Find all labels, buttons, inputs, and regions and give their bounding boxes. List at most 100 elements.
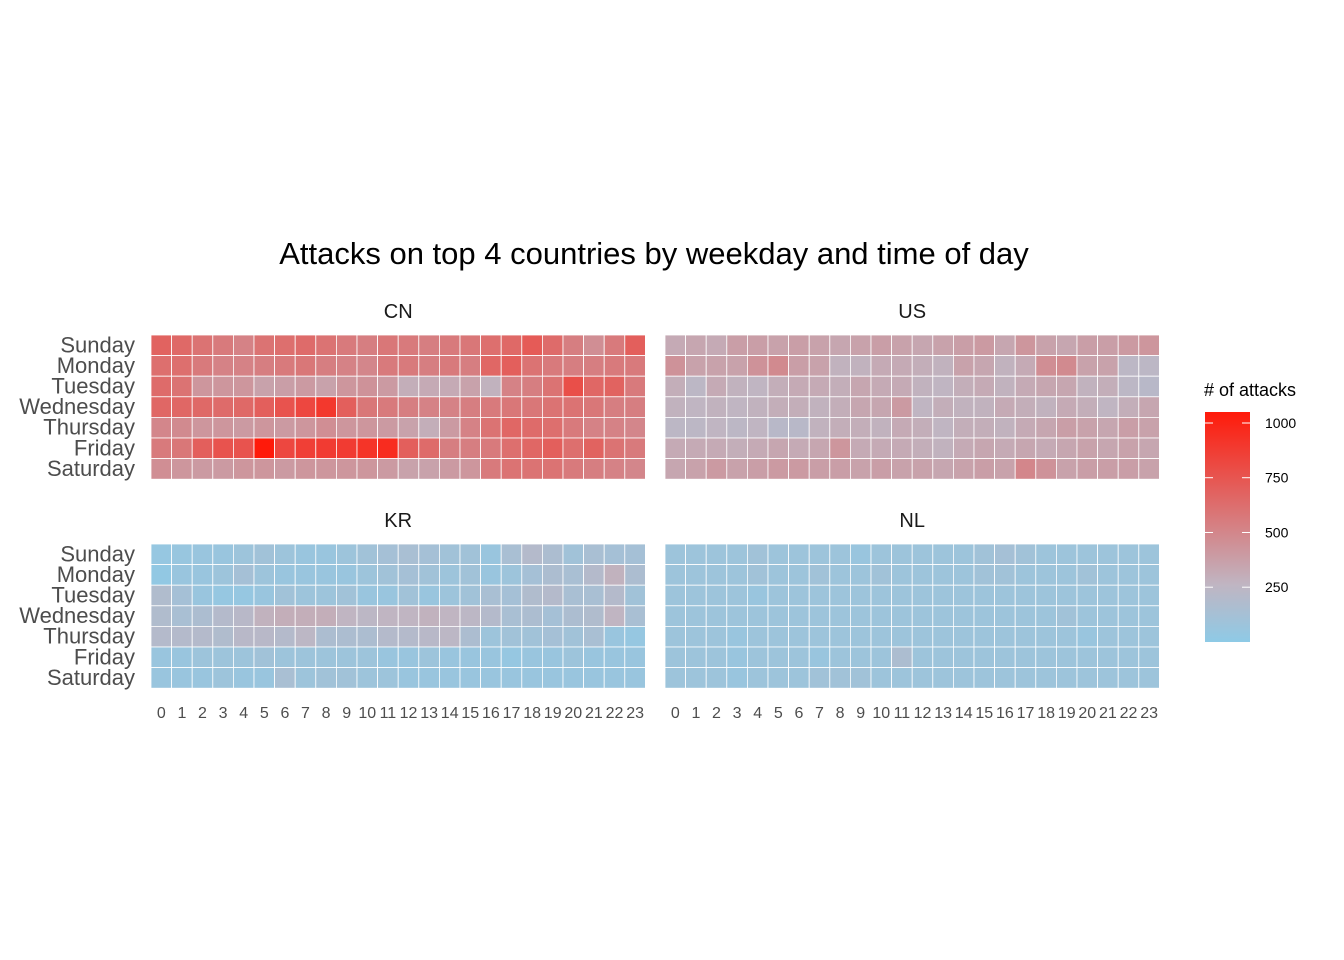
heat-cell bbox=[356, 543, 379, 566]
heat-cell bbox=[726, 396, 748, 418]
heat-cell bbox=[212, 396, 234, 418]
heat-cell bbox=[397, 396, 420, 418]
heat-cell bbox=[150, 355, 173, 377]
heat-cell bbox=[664, 334, 687, 357]
hour-label: 10 bbox=[872, 705, 890, 722]
heat-cell bbox=[438, 375, 461, 398]
heat-cell bbox=[521, 416, 543, 439]
heat-cell bbox=[829, 355, 851, 377]
heat-cell bbox=[253, 334, 276, 357]
heat-cell bbox=[274, 564, 296, 586]
heat-cell bbox=[1076, 667, 1099, 689]
heat-cell bbox=[315, 396, 337, 418]
heat-cell bbox=[274, 396, 296, 418]
heat-cell bbox=[747, 334, 769, 357]
heat-cell bbox=[212, 458, 234, 480]
heat-cell bbox=[438, 626, 461, 648]
heat-cell bbox=[891, 605, 913, 627]
heat-cell bbox=[624, 605, 646, 627]
heat-cell bbox=[418, 437, 440, 460]
hour-label: 17 bbox=[1017, 705, 1035, 722]
heat-cell bbox=[808, 458, 831, 480]
heat-cell bbox=[315, 543, 337, 566]
hour-label: 8 bbox=[322, 705, 331, 722]
heat-cell bbox=[1014, 564, 1037, 586]
heat-cell bbox=[705, 458, 728, 480]
heat-cell bbox=[685, 605, 707, 627]
heat-cell bbox=[932, 416, 954, 439]
heat-cell bbox=[438, 334, 461, 357]
heat-cell bbox=[891, 437, 913, 460]
heat-cell bbox=[664, 458, 687, 480]
heat-cell bbox=[459, 626, 482, 648]
heat-cell bbox=[315, 667, 337, 689]
heat-cell bbox=[232, 416, 255, 439]
heat-cell bbox=[829, 543, 851, 566]
heat-cell bbox=[829, 437, 851, 460]
heat-cell bbox=[891, 543, 913, 566]
heat-cell bbox=[850, 396, 872, 418]
heat-cell bbox=[294, 416, 317, 439]
heat-cell bbox=[1138, 646, 1160, 669]
heat-cell bbox=[418, 334, 440, 357]
heat-cell bbox=[500, 355, 523, 377]
heat-cell bbox=[973, 355, 996, 377]
heat-cell bbox=[664, 543, 687, 566]
heat-cell bbox=[994, 667, 1016, 689]
heat-cell bbox=[253, 543, 276, 566]
heat-cell bbox=[1035, 396, 1057, 418]
heat-cell bbox=[294, 564, 317, 586]
heat-cell bbox=[253, 667, 276, 689]
heat-cell bbox=[705, 355, 728, 377]
heat-cell bbox=[459, 396, 482, 418]
heat-cell bbox=[191, 564, 214, 586]
heat-cell bbox=[1117, 646, 1140, 669]
heat-cell bbox=[850, 416, 872, 439]
heat-cell bbox=[459, 334, 482, 357]
legend-tick-label: 250 bbox=[1265, 579, 1289, 595]
heat-cell bbox=[253, 416, 276, 439]
heat-cell bbox=[1138, 334, 1160, 357]
heat-cell bbox=[953, 646, 975, 669]
heat-cell bbox=[356, 416, 379, 439]
heat-cell bbox=[377, 355, 399, 377]
heat-cell bbox=[500, 416, 523, 439]
heat-cell bbox=[767, 564, 790, 586]
heat-cell bbox=[500, 626, 523, 648]
hour-label: 15 bbox=[461, 705, 479, 722]
heat-cell bbox=[171, 458, 193, 480]
heat-cell bbox=[932, 437, 954, 460]
hour-label: 20 bbox=[564, 705, 582, 722]
heat-cell bbox=[1035, 584, 1057, 607]
heat-cell bbox=[191, 605, 214, 627]
heat-cell bbox=[191, 396, 214, 418]
heat-cell bbox=[562, 626, 585, 648]
heat-cell bbox=[1097, 458, 1119, 480]
heat-cell bbox=[356, 396, 379, 418]
heat-cell bbox=[356, 355, 379, 377]
hour-label: 7 bbox=[815, 705, 824, 722]
heat-cell bbox=[767, 626, 790, 648]
heat-cell bbox=[1097, 375, 1119, 398]
heat-cell bbox=[870, 375, 893, 398]
heat-cell bbox=[1056, 334, 1078, 357]
heat-cell bbox=[603, 396, 626, 418]
heat-cell bbox=[377, 564, 399, 586]
heat-cell bbox=[891, 355, 913, 377]
heat-cell bbox=[150, 396, 173, 418]
heat-cell bbox=[377, 584, 399, 607]
heat-cell bbox=[459, 437, 482, 460]
heat-cell bbox=[973, 334, 996, 357]
heat-cell bbox=[542, 564, 564, 586]
heat-cell bbox=[1076, 564, 1099, 586]
heat-cell bbox=[829, 605, 851, 627]
heat-cell bbox=[253, 396, 276, 418]
heat-cell bbox=[850, 355, 872, 377]
hour-label: 1 bbox=[691, 705, 700, 722]
heat-cell bbox=[685, 458, 707, 480]
heat-cell bbox=[624, 646, 646, 669]
heat-cell bbox=[335, 458, 358, 480]
heat-cell bbox=[171, 667, 193, 689]
heat-cell bbox=[253, 584, 276, 607]
heat-cell bbox=[294, 626, 317, 648]
